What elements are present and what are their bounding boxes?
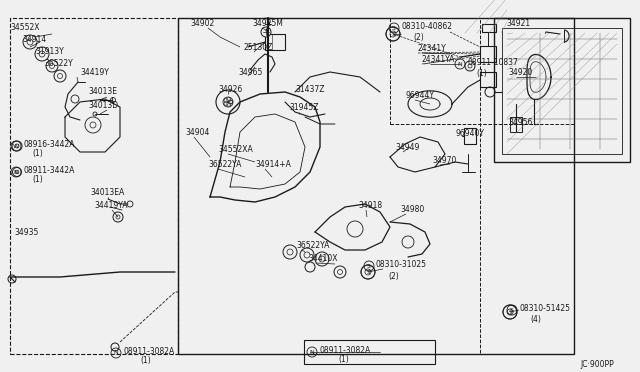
- Text: 34419Y: 34419Y: [80, 68, 109, 77]
- Text: W: W: [13, 144, 19, 148]
- Text: 08310-31025: 08310-31025: [376, 260, 427, 269]
- Text: (2): (2): [388, 272, 399, 281]
- Text: 08911-3082A: 08911-3082A: [123, 347, 174, 356]
- Text: 36522Y: 36522Y: [44, 59, 73, 68]
- Text: 24341Y: 24341Y: [418, 44, 447, 53]
- Text: 34013E: 34013E: [88, 87, 117, 96]
- Text: 34926: 34926: [218, 85, 243, 94]
- Circle shape: [261, 27, 271, 37]
- Text: (2): (2): [413, 33, 424, 42]
- Text: 34552X: 34552X: [10, 23, 40, 32]
- Text: S: S: [367, 263, 371, 269]
- Text: 34921: 34921: [506, 19, 530, 28]
- Text: 34013D: 34013D: [88, 101, 118, 110]
- Text: 34935: 34935: [14, 228, 38, 237]
- Text: S: S: [391, 32, 395, 36]
- Text: 36522YA: 36522YA: [208, 160, 241, 169]
- Text: 34419YA: 34419YA: [94, 201, 127, 210]
- Text: 31945Z: 31945Z: [289, 103, 319, 112]
- Text: 31913Y: 31913Y: [35, 47, 64, 56]
- Text: 25130Z: 25130Z: [244, 43, 273, 52]
- Text: 34013EA: 34013EA: [90, 188, 124, 197]
- Text: 08916-3442A: 08916-3442A: [23, 140, 74, 149]
- Text: N: N: [114, 350, 118, 356]
- Text: S: S: [508, 310, 512, 314]
- Text: 34410X: 34410X: [308, 254, 337, 263]
- Text: S: S: [510, 308, 514, 312]
- Text: 34970: 34970: [432, 156, 456, 165]
- Text: N: N: [13, 170, 19, 174]
- Text: (1): (1): [32, 149, 43, 158]
- Text: 08911-3082A: 08911-3082A: [319, 346, 371, 355]
- Text: 34914+A: 34914+A: [255, 160, 291, 169]
- Text: 96944Y: 96944Y: [405, 91, 434, 100]
- Text: N: N: [458, 61, 462, 67]
- Text: (1): (1): [140, 356, 151, 365]
- Text: 96940Y: 96940Y: [456, 129, 485, 138]
- Text: 08911-3442A: 08911-3442A: [23, 166, 74, 175]
- Text: 08310-40862: 08310-40862: [401, 22, 452, 31]
- Text: 34902: 34902: [190, 19, 214, 28]
- Text: N: N: [310, 350, 314, 355]
- Text: 34949: 34949: [395, 143, 419, 152]
- Text: 08911-10837: 08911-10837: [467, 58, 518, 67]
- Text: 36522YA: 36522YA: [296, 241, 330, 250]
- Text: 24341YA: 24341YA: [422, 55, 456, 64]
- Text: 34914: 34914: [22, 35, 46, 44]
- Text: S: S: [366, 269, 370, 275]
- Text: 34956: 34956: [508, 118, 532, 127]
- Text: JC·900PP: JC·900PP: [580, 360, 614, 369]
- Text: 34965: 34965: [238, 68, 262, 77]
- Text: (1): (1): [32, 175, 43, 184]
- Text: (1): (1): [476, 69, 487, 78]
- Text: S: S: [392, 26, 396, 31]
- Text: 34552XA: 34552XA: [218, 145, 253, 154]
- Text: 31437Z: 31437Z: [295, 85, 324, 94]
- Text: 34918: 34918: [358, 201, 382, 210]
- Text: (4): (4): [530, 315, 541, 324]
- Text: 34925M: 34925M: [252, 19, 283, 28]
- Text: 34920: 34920: [508, 68, 532, 77]
- Text: 08310-51425: 08310-51425: [519, 304, 570, 313]
- Text: (1): (1): [338, 355, 349, 364]
- Text: 34980: 34980: [400, 205, 424, 214]
- Text: 34904: 34904: [185, 128, 209, 137]
